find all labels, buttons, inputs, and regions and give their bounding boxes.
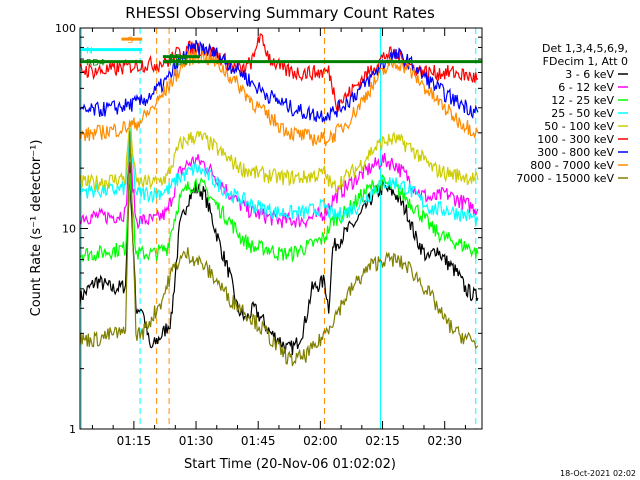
flag-label: S [127,36,133,46]
series-line [79,150,479,230]
flag-label: RD4 [169,59,188,69]
x-axis: 01:15 01:30 01:45 02:00 02:15 02:30 [91,28,466,448]
x-tick-label: 01:30 [179,434,214,448]
legend-entry: 100 - 300 keV [537,133,614,146]
y-tick-label: 1 [69,423,76,436]
legend: Det 1,3,4,5,6,9,FDecim 1, Att 03 - 6 keV… [516,42,628,185]
legend-entry: 300 - 800 keV [537,146,614,159]
x-tick-label: 02:00 [303,434,338,448]
chart-title: RHESSI Observing Summary Count Rates [125,4,435,22]
series-line [79,39,479,123]
series-line [79,118,479,194]
legend-entry: 25 - 50 keV [551,107,614,120]
y-tick-label: 10 [62,223,76,236]
x-tick-label: 01:45 [241,434,276,448]
flag-label: N [86,47,93,57]
flag-label: RD4 [86,59,105,69]
legend-entry: 800 - 7000 keV [530,159,614,172]
footer-timestamp: 18-Oct-2021 02:02 [560,469,636,478]
y-axis: 1 10 100 [55,22,482,436]
legend-entry: 3 - 6 keV [565,68,614,81]
y-tick-label: 100 [55,22,76,35]
x-tick-label: 01:15 [117,434,152,448]
legend-entry: 7000 - 15000 keV [516,172,614,185]
series-line [79,131,479,367]
series-line [79,172,479,263]
legend-entry: 6 - 12 keV [558,81,614,94]
series-line [79,49,479,147]
legend-header: Det 1,3,4,5,6,9, [542,42,628,55]
flag-label: RD4 [169,54,188,64]
legend-entry: 12 - 25 keV [551,94,614,107]
legend-entry: 50 - 100 keV [544,120,614,133]
x-tick-label: 02:30 [427,434,462,448]
x-axis-label: Start Time (20-Nov-06 01:02:02) [184,457,396,472]
x-tick-label: 02:15 [365,434,400,448]
legend-header: FDecim 1, Att 0 [543,55,628,68]
series-line [79,128,479,227]
y-axis-label: Count Rate (s⁻¹ detector⁻¹) [29,140,44,317]
